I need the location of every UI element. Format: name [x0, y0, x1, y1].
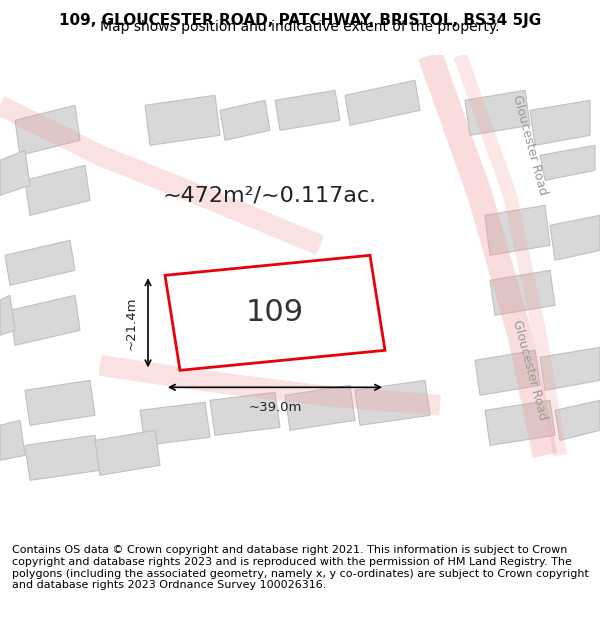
Polygon shape [355, 380, 430, 425]
Text: Map shows position and indicative extent of the property.: Map shows position and indicative extent… [100, 20, 500, 34]
Polygon shape [95, 430, 160, 475]
Text: Gloucester Road: Gloucester Road [511, 319, 550, 422]
Text: ~21.4m: ~21.4m [125, 296, 138, 349]
Polygon shape [220, 100, 270, 140]
Polygon shape [25, 165, 90, 215]
Polygon shape [25, 380, 95, 425]
Text: 109, GLOUCESTER ROAD, PATCHWAY, BRISTOL, BS34 5JG: 109, GLOUCESTER ROAD, PATCHWAY, BRISTOL,… [59, 13, 541, 28]
Text: 109: 109 [246, 298, 304, 328]
Polygon shape [275, 90, 340, 130]
Polygon shape [0, 420, 25, 460]
Polygon shape [5, 240, 75, 285]
Polygon shape [530, 100, 590, 145]
Polygon shape [555, 400, 600, 440]
Polygon shape [285, 385, 355, 430]
Polygon shape [0, 150, 30, 195]
Polygon shape [485, 205, 550, 255]
Polygon shape [490, 270, 555, 315]
Polygon shape [165, 255, 385, 370]
Polygon shape [475, 350, 540, 396]
Polygon shape [140, 402, 210, 445]
Polygon shape [550, 215, 600, 260]
Text: ~472m²/~0.117ac.: ~472m²/~0.117ac. [163, 185, 377, 205]
Text: Gloucester Road: Gloucester Road [511, 94, 550, 197]
Polygon shape [25, 435, 100, 480]
Polygon shape [145, 95, 220, 145]
Polygon shape [0, 295, 15, 335]
Polygon shape [540, 145, 595, 180]
Polygon shape [540, 348, 600, 390]
Polygon shape [485, 400, 555, 445]
Text: ~39.0m: ~39.0m [248, 401, 302, 414]
Text: Contains OS data © Crown copyright and database right 2021. This information is : Contains OS data © Crown copyright and d… [12, 546, 589, 590]
Polygon shape [210, 392, 280, 435]
Polygon shape [15, 105, 80, 155]
Polygon shape [465, 90, 530, 135]
Polygon shape [345, 80, 420, 125]
Polygon shape [10, 295, 80, 345]
